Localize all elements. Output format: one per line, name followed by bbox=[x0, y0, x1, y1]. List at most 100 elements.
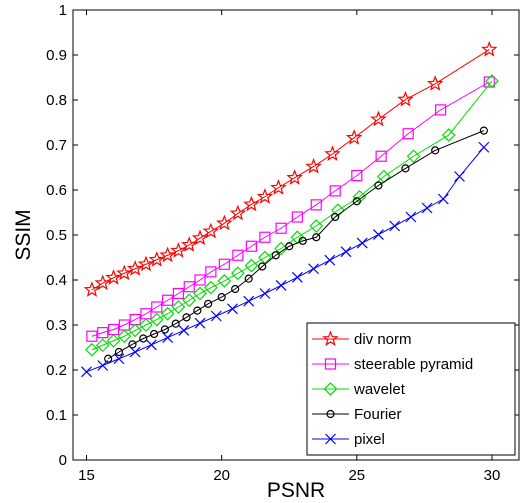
y-tick-label: 0 bbox=[59, 452, 67, 469]
x-axis-ticks: 15 20 25 30 bbox=[78, 10, 500, 484]
data-point-marker bbox=[274, 241, 288, 256]
data-point-marker bbox=[86, 330, 98, 342]
data-point-marker bbox=[204, 280, 218, 295]
data-point-marker bbox=[340, 246, 352, 258]
legend-label: Fourier bbox=[354, 406, 402, 423]
data-point-marker bbox=[310, 199, 322, 211]
data-point-marker bbox=[374, 181, 383, 190]
legend-marker bbox=[325, 433, 336, 445]
data-point-marker bbox=[426, 75, 444, 91]
data-point-marker bbox=[227, 303, 238, 315]
data-point-marker bbox=[244, 258, 259, 273]
data-point-marker bbox=[178, 324, 190, 336]
legend-entry: pixel bbox=[312, 431, 385, 448]
data-point-marker bbox=[232, 249, 244, 261]
data-point-marker bbox=[194, 274, 206, 286]
x-axis-label: PSNR bbox=[267, 479, 325, 502]
data-point-marker bbox=[275, 279, 287, 291]
data-point-marker bbox=[437, 193, 449, 205]
data-point-marker bbox=[402, 128, 414, 140]
data-point-marker bbox=[275, 222, 287, 234]
data-point-marker bbox=[373, 229, 384, 240]
data-point-marker bbox=[305, 157, 322, 174]
y-tick-label: 0.4 bbox=[46, 272, 67, 289]
data-point-marker bbox=[113, 353, 125, 365]
data-point-marker bbox=[145, 339, 157, 351]
series-fourier bbox=[104, 126, 488, 363]
data-point-marker bbox=[148, 251, 166, 267]
series-line bbox=[91, 81, 490, 337]
data-point-marker bbox=[97, 360, 109, 371]
legend-marker bbox=[323, 382, 338, 396]
y-axis-label: SSIM bbox=[12, 209, 35, 260]
data-point-marker bbox=[324, 145, 341, 162]
data-point-marker bbox=[83, 281, 101, 297]
data-point-marker bbox=[329, 185, 341, 197]
data-point-marker bbox=[162, 332, 174, 344]
legend-label: pixel bbox=[354, 431, 385, 448]
y-tick-label: 0.9 bbox=[46, 47, 67, 64]
data-point-marker bbox=[116, 264, 133, 281]
y-tick-label: 0.8 bbox=[46, 92, 67, 109]
data-point-marker bbox=[182, 293, 197, 308]
x-tick-label: 20 bbox=[213, 467, 230, 484]
data-point-marker bbox=[193, 306, 202, 315]
data-point-marker bbox=[375, 150, 387, 162]
data-point-marker bbox=[139, 334, 148, 343]
data-point-marker bbox=[129, 346, 141, 358]
data-point-marker bbox=[170, 242, 187, 258]
legend-entry: steerable pyramid bbox=[312, 356, 473, 373]
data-point-marker bbox=[481, 40, 498, 57]
legend-label: div norm bbox=[354, 331, 412, 348]
y-tick-label: 1 bbox=[59, 2, 67, 19]
data-point-marker bbox=[202, 222, 220, 239]
legend-marker bbox=[324, 358, 337, 370]
data-point-marker bbox=[485, 74, 499, 88]
data-point-marker bbox=[406, 149, 421, 164]
x-tick-label: 30 bbox=[484, 467, 501, 484]
data-point-marker bbox=[370, 110, 387, 127]
data-point-marker bbox=[229, 204, 247, 221]
data-point-marker bbox=[351, 170, 363, 182]
data-point-marker bbox=[139, 318, 153, 332]
data-point-marker bbox=[159, 246, 176, 263]
data-point-marker bbox=[231, 266, 245, 281]
data-point-marker bbox=[151, 301, 163, 313]
data-point-marker bbox=[97, 327, 109, 339]
data-point-marker bbox=[117, 329, 132, 344]
y-tick-label: 0.5 bbox=[46, 227, 67, 244]
data-point-marker bbox=[171, 319, 180, 328]
series-line bbox=[107, 130, 485, 360]
data-point-marker bbox=[205, 266, 217, 278]
data-point-marker bbox=[95, 338, 110, 353]
data-point-marker bbox=[172, 287, 185, 300]
data-point-marker bbox=[308, 263, 319, 275]
data-point-marker bbox=[270, 179, 287, 195]
x-tick-label: 15 bbox=[78, 467, 95, 484]
data-point-marker bbox=[298, 236, 307, 245]
legend-entry: div norm bbox=[312, 330, 412, 348]
legend-marker bbox=[326, 409, 335, 419]
data-point-marker bbox=[331, 212, 340, 222]
y-tick-label: 0.7 bbox=[46, 137, 67, 154]
data-point-marker bbox=[194, 317, 206, 329]
data-point-marker bbox=[405, 211, 417, 223]
data-point-marker bbox=[389, 220, 401, 232]
data-point-marker bbox=[243, 295, 255, 307]
data-point-marker bbox=[104, 354, 113, 363]
data-point-marker bbox=[244, 274, 253, 283]
data-point-marker bbox=[183, 281, 195, 293]
data-point-marker bbox=[324, 254, 336, 266]
y-tick-label: 0.2 bbox=[46, 362, 67, 379]
data-point-marker bbox=[218, 258, 230, 270]
data-point-marker bbox=[149, 312, 164, 327]
data-point-marker bbox=[259, 231, 271, 243]
data-point-marker bbox=[180, 236, 198, 252]
data-point-marker bbox=[271, 251, 280, 260]
data-point-marker bbox=[309, 219, 324, 233]
data-point-marker bbox=[160, 306, 175, 321]
data-point-marker bbox=[114, 347, 124, 357]
data-point-marker bbox=[105, 269, 122, 285]
series-layer bbox=[81, 40, 499, 378]
